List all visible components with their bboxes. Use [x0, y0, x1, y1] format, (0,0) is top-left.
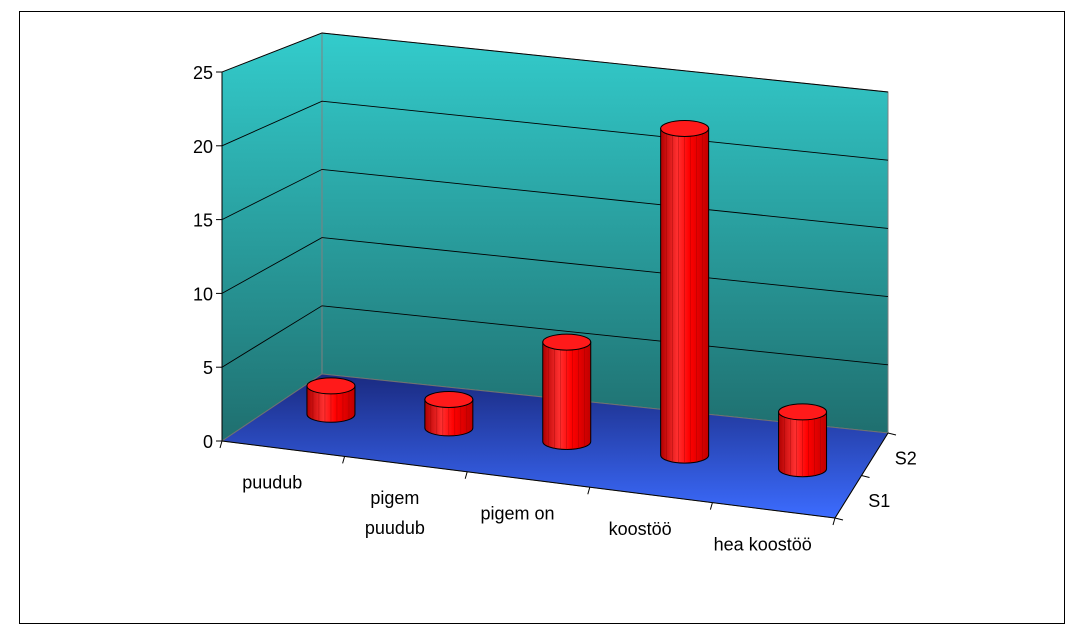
x-category-label: koostöö [609, 519, 672, 539]
depth-tick [861, 475, 870, 478]
x-tick [587, 487, 591, 495]
y-tick-label: 0 [203, 432, 213, 452]
depth-tick [834, 517, 844, 521]
bar-top [424, 391, 474, 408]
depth-series-label: S2 [895, 448, 917, 468]
back-wall [321, 32, 889, 434]
x-tick [219, 440, 223, 449]
y-tick-label: 15 [193, 211, 213, 231]
x-category-label: puudub [242, 473, 302, 493]
gridline [221, 32, 889, 93]
x-category-label: hea koostöö [714, 534, 812, 554]
depth-tick [887, 432, 897, 436]
y-tick-label: 10 [193, 284, 213, 304]
x-category-label: pigem on [480, 504, 554, 524]
bar-5 [778, 403, 828, 478]
side-wall [221, 32, 323, 442]
x-tick [709, 502, 713, 510]
x-category-label: pigem puudub [365, 488, 425, 538]
x-tick [832, 517, 836, 526]
x-tick [464, 471, 468, 479]
bar-top [306, 377, 356, 395]
bar-3 [542, 333, 592, 450]
bar-1 [306, 377, 356, 423]
x-tick [342, 456, 346, 464]
y-tick-label: 25 [193, 63, 213, 83]
bar-4 [660, 120, 710, 464]
bar-top [778, 403, 828, 421]
y-tick-label: 20 [193, 137, 213, 157]
bar-2 [424, 391, 474, 437]
y-tick-label: 5 [203, 358, 213, 378]
bar-top [660, 120, 710, 137]
bar-top [542, 333, 592, 351]
x-axis-line [221, 440, 836, 519]
depth-series-label: S1 [868, 491, 890, 511]
